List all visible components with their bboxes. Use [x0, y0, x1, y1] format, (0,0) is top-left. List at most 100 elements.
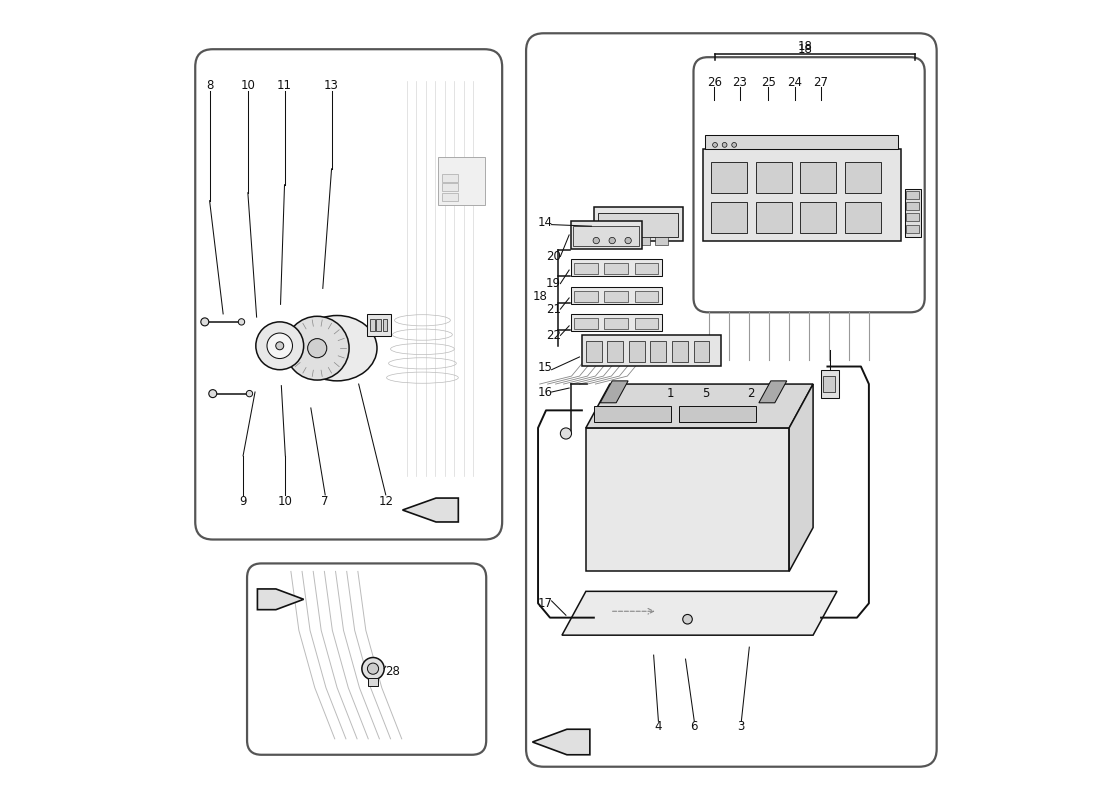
Polygon shape	[562, 591, 837, 635]
Circle shape	[256, 322, 304, 370]
Bar	[594, 207, 683, 241]
Polygon shape	[403, 498, 459, 522]
Bar	[635, 290, 659, 302]
Bar	[801, 162, 836, 193]
Bar	[650, 341, 667, 362]
Circle shape	[713, 142, 717, 147]
Bar	[672, 341, 688, 362]
Circle shape	[267, 333, 293, 358]
Bar	[821, 370, 838, 398]
Text: 14: 14	[538, 216, 552, 229]
Text: 7: 7	[321, 494, 329, 508]
Bar	[906, 191, 920, 199]
Circle shape	[209, 390, 217, 398]
Text: eurospares: eurospares	[317, 673, 417, 691]
Circle shape	[246, 390, 253, 397]
Text: 16: 16	[538, 386, 552, 398]
Circle shape	[560, 428, 572, 439]
FancyBboxPatch shape	[693, 57, 925, 312]
Bar	[604, 290, 628, 302]
Text: 18: 18	[798, 39, 813, 53]
Bar	[656, 238, 668, 246]
Text: 20: 20	[546, 250, 561, 263]
Circle shape	[367, 663, 378, 674]
Bar	[711, 202, 747, 233]
Bar	[571, 259, 662, 277]
Bar	[601, 238, 613, 246]
Bar	[573, 226, 639, 246]
Bar	[383, 319, 387, 330]
Text: 28: 28	[385, 665, 399, 678]
Text: 23: 23	[733, 76, 747, 90]
Text: 15: 15	[538, 361, 552, 374]
FancyBboxPatch shape	[195, 50, 503, 539]
Text: 19: 19	[546, 277, 561, 290]
Bar	[604, 263, 628, 274]
Bar	[574, 290, 597, 302]
Polygon shape	[586, 428, 789, 571]
Text: 18: 18	[534, 290, 548, 303]
Text: 10: 10	[241, 78, 255, 91]
Bar	[679, 406, 757, 422]
Circle shape	[723, 142, 727, 147]
Bar	[618, 238, 631, 246]
Bar	[604, 318, 628, 329]
Circle shape	[732, 142, 737, 147]
Bar	[376, 319, 381, 330]
Polygon shape	[586, 384, 813, 428]
Text: 10: 10	[278, 494, 293, 508]
Bar	[845, 202, 881, 233]
Text: 12: 12	[378, 494, 394, 508]
Circle shape	[683, 614, 692, 624]
Bar	[637, 238, 650, 246]
Bar	[370, 319, 375, 330]
Text: 24: 24	[788, 76, 802, 90]
Bar	[845, 162, 881, 193]
Bar	[801, 202, 836, 233]
Bar	[906, 214, 920, 222]
Circle shape	[362, 658, 384, 680]
Text: eurospares: eurospares	[676, 596, 785, 615]
Circle shape	[308, 338, 327, 358]
Bar	[756, 202, 792, 233]
Bar	[906, 225, 920, 233]
Bar	[574, 318, 597, 329]
Text: 6: 6	[691, 720, 698, 734]
Circle shape	[239, 318, 244, 325]
FancyBboxPatch shape	[526, 34, 937, 766]
Bar	[635, 263, 659, 274]
Text: 13: 13	[324, 78, 339, 91]
Bar	[824, 376, 835, 392]
Bar	[705, 134, 899, 149]
Bar	[582, 335, 722, 366]
Text: 27: 27	[814, 76, 828, 90]
Text: 4: 4	[654, 720, 662, 734]
Text: 18: 18	[798, 42, 813, 56]
Bar	[594, 406, 671, 422]
Text: eurospares: eurospares	[615, 302, 724, 322]
Text: 9: 9	[240, 494, 246, 508]
Circle shape	[276, 342, 284, 350]
Text: 3: 3	[738, 720, 745, 734]
Bar	[571, 314, 662, 331]
Bar	[635, 318, 659, 329]
Circle shape	[285, 316, 349, 380]
Bar	[756, 162, 792, 193]
Text: eurospares: eurospares	[244, 211, 361, 231]
Polygon shape	[257, 589, 304, 610]
Polygon shape	[601, 381, 628, 402]
Text: 1: 1	[667, 387, 674, 400]
FancyBboxPatch shape	[248, 563, 486, 754]
Polygon shape	[789, 384, 813, 571]
Bar	[439, 157, 485, 205]
Text: 25: 25	[761, 76, 776, 90]
Bar	[367, 314, 392, 336]
Polygon shape	[759, 381, 786, 402]
Bar	[442, 193, 459, 201]
Bar	[905, 189, 921, 237]
Bar	[571, 286, 662, 304]
Text: 21: 21	[546, 302, 561, 316]
Circle shape	[625, 238, 631, 244]
Bar	[574, 263, 597, 274]
Bar	[586, 341, 602, 362]
